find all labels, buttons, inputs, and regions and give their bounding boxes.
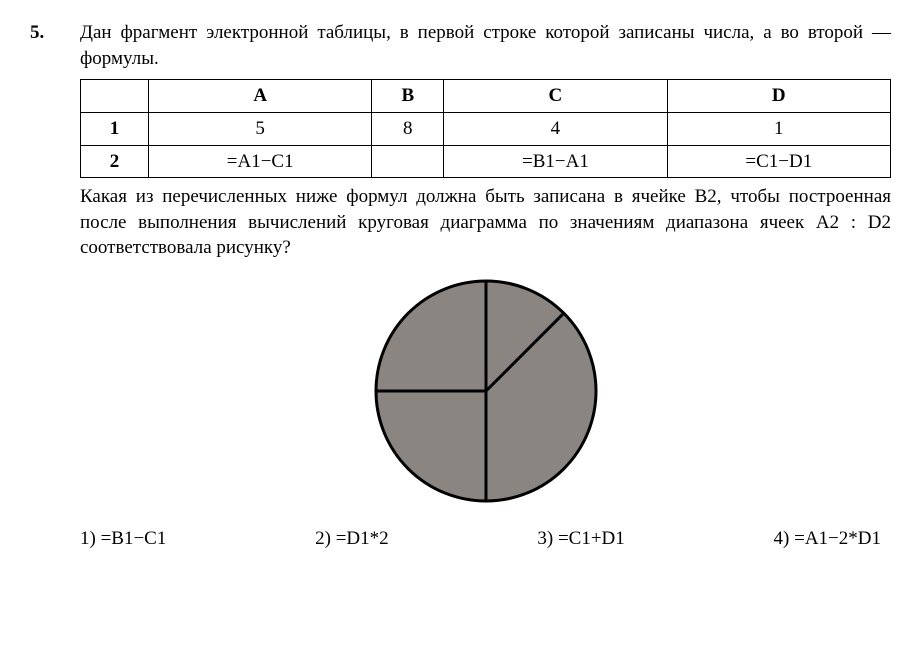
col-blank xyxy=(81,80,149,113)
cell-A1: 5 xyxy=(149,112,372,145)
col-B: B xyxy=(372,80,444,113)
cell-B2 xyxy=(372,145,444,178)
body-text: Какая из перечисленных ниже формул должн… xyxy=(80,184,891,261)
col-C: C xyxy=(444,80,667,113)
col-D: D xyxy=(667,80,890,113)
cell-D2: =C1−D1 xyxy=(667,145,890,178)
row-1-hdr: 1 xyxy=(81,112,149,145)
answer-3: 3) =C1+D1 xyxy=(537,526,624,552)
table-row: 2 =A1−C1 =B1−A1 =C1−D1 xyxy=(81,145,891,178)
intro-text: Дан фрагмент электронной таблицы, в перв… xyxy=(80,20,891,71)
table-header-row: A B C D xyxy=(81,80,891,113)
spreadsheet-table: A B C D 1 5 8 4 1 2 =A1−C1 =B1−A1 =C1−D1 xyxy=(80,79,891,178)
row-2-hdr: 2 xyxy=(81,145,149,178)
question-number: 5. xyxy=(30,20,80,551)
pie-chart xyxy=(80,276,891,514)
answer-options: 1) =B1−C1 2) =D1*2 3) =C1+D1 4) =A1−2*D1 xyxy=(80,526,891,552)
cell-B1: 8 xyxy=(372,112,444,145)
cell-C1: 4 xyxy=(444,112,667,145)
col-A: A xyxy=(149,80,372,113)
question-body: Дан фрагмент электронной таблицы, в перв… xyxy=(80,20,891,551)
cell-C2: =B1−A1 xyxy=(444,145,667,178)
cell-A2: =A1−C1 xyxy=(149,145,372,178)
answer-4: 4) =A1−2*D1 xyxy=(774,526,881,552)
cell-D1: 1 xyxy=(667,112,890,145)
answer-2: 2) =D1*2 xyxy=(315,526,389,552)
pie-svg xyxy=(371,276,601,506)
answer-1: 1) =B1−C1 xyxy=(80,526,166,552)
table-row: 1 5 8 4 1 xyxy=(81,112,891,145)
